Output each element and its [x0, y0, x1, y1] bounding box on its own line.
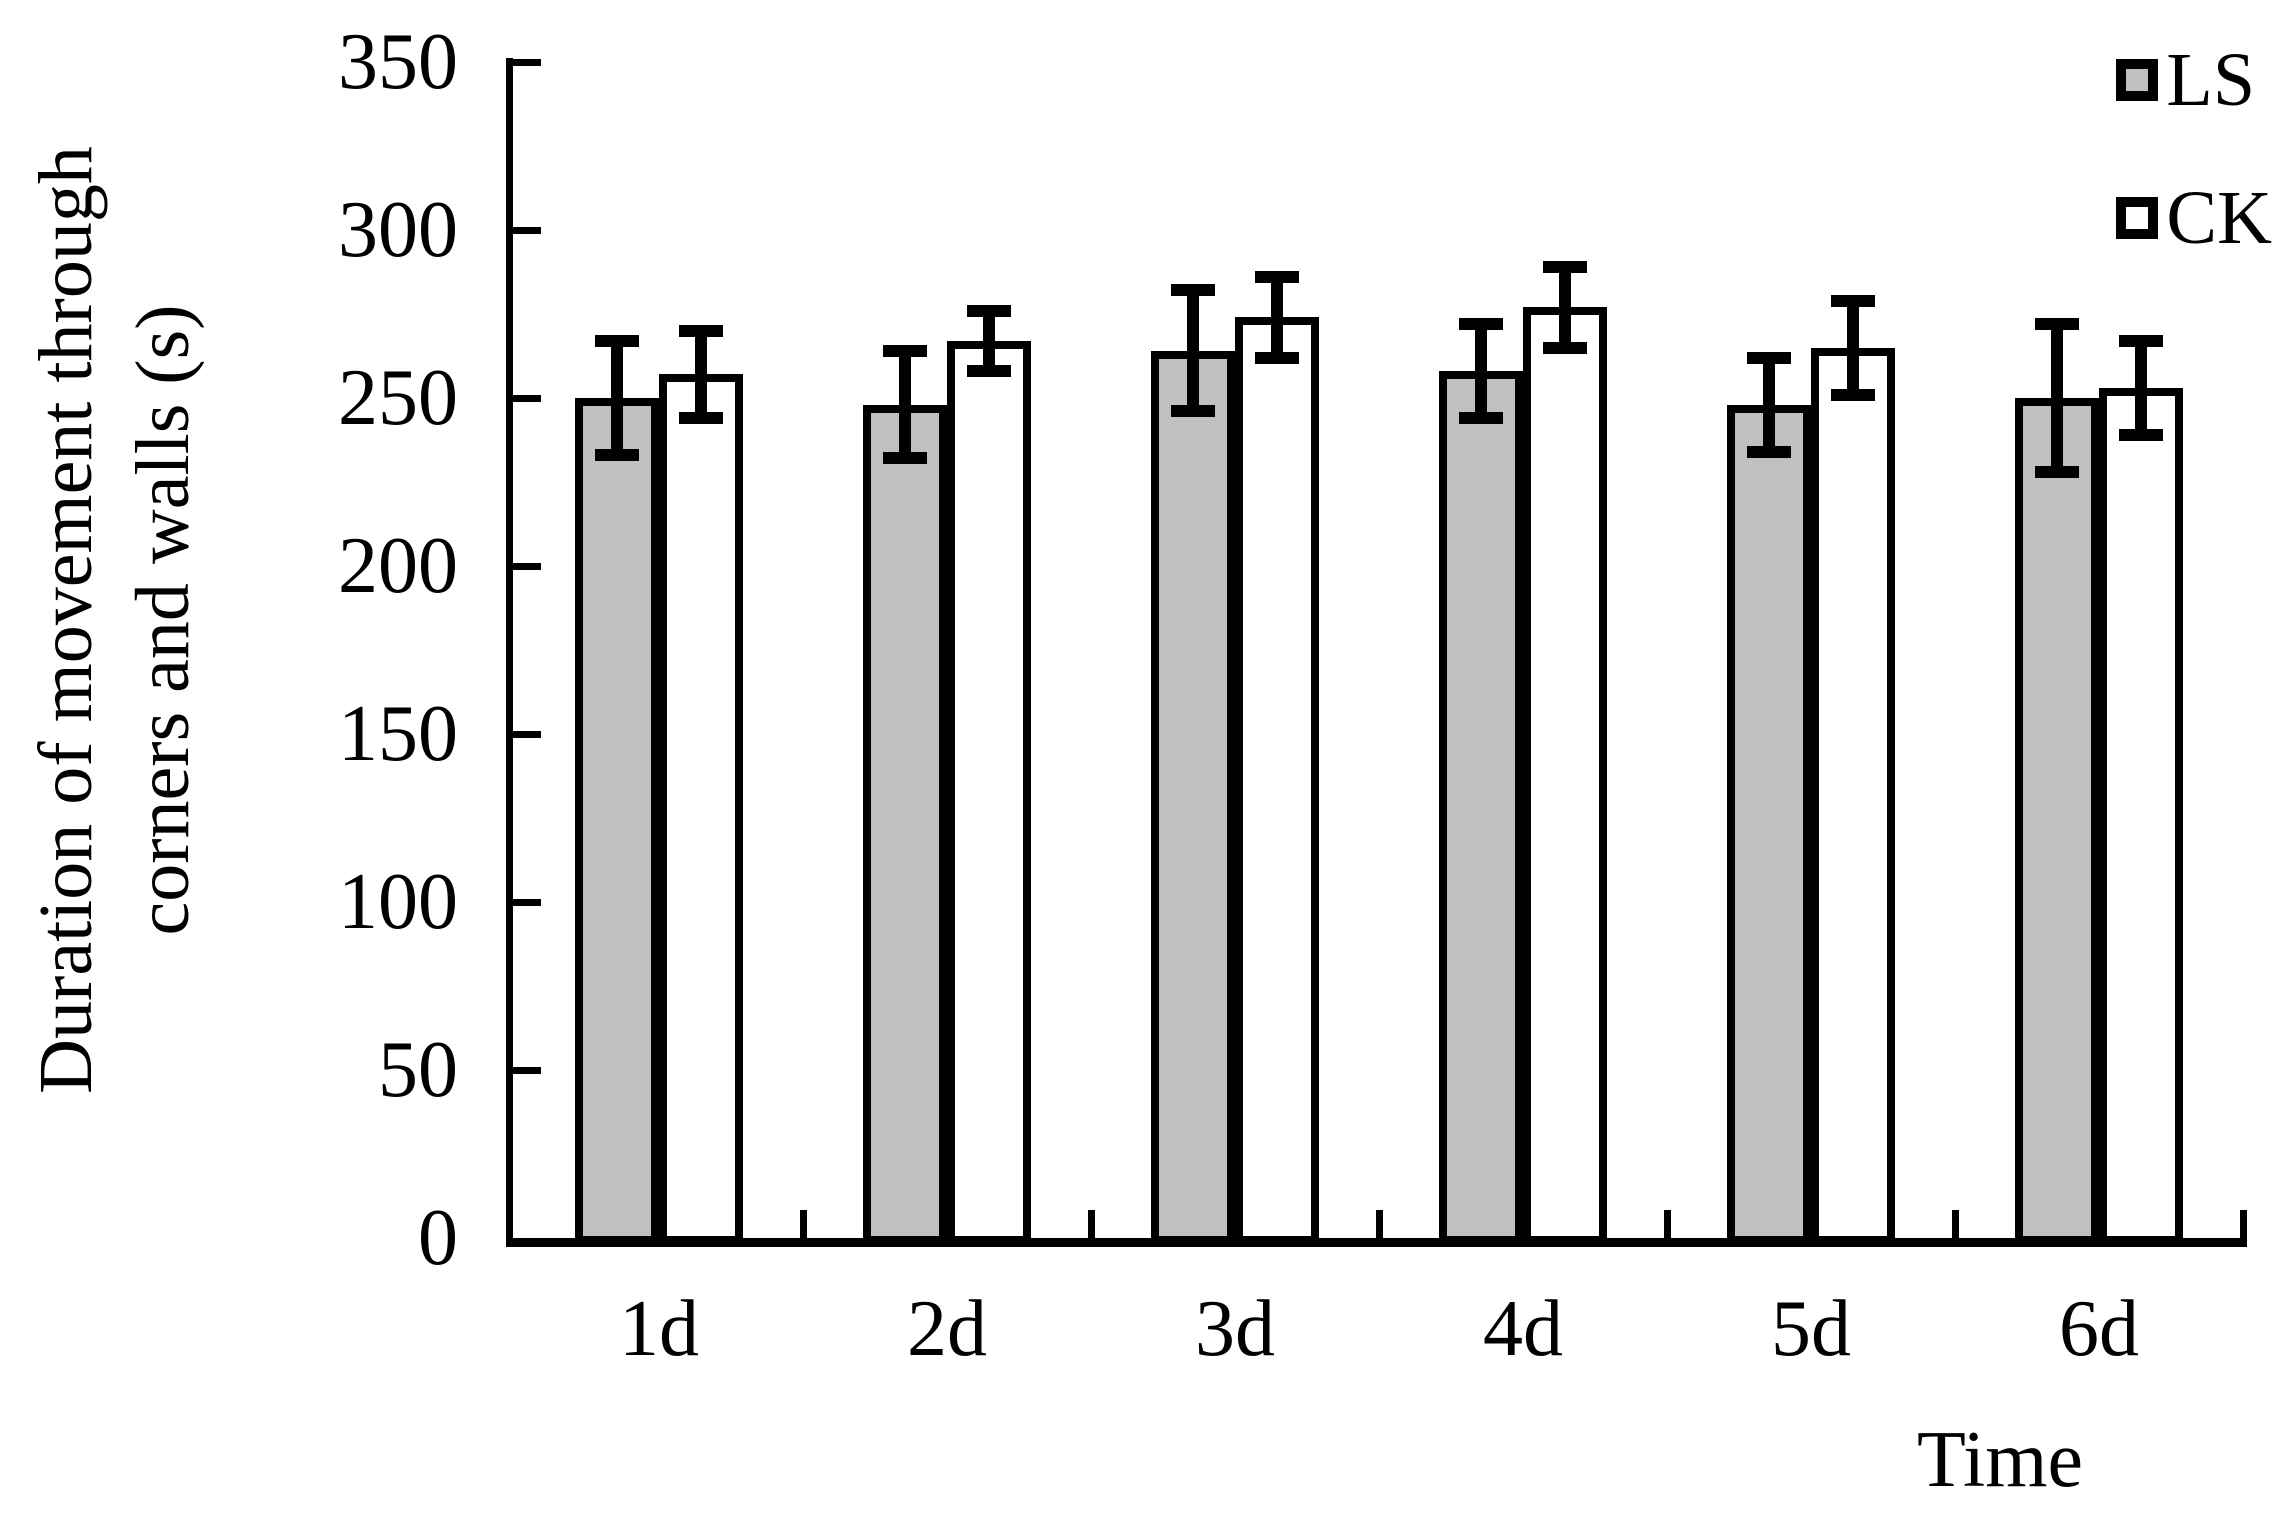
x-tick-5 — [1951, 1210, 1959, 1238]
error-bar-ck-2d-line — [983, 310, 995, 372]
y-tick-100 — [513, 898, 541, 906]
y-tick-label-350: 350 — [338, 18, 458, 106]
error-bar-ck-3d-cap-top — [1255, 271, 1299, 284]
error-bar-ck-5d-cap-top — [1831, 294, 1875, 307]
error-bar-ls-4d-cap-bottom — [1459, 412, 1503, 425]
error-bar-ls-5d-cap-top — [1747, 351, 1791, 364]
x-tick-label-3d: 3d — [1195, 1285, 1275, 1373]
y-tick-label-150: 150 — [338, 690, 458, 778]
error-bar-ck-6d-cap-top — [2119, 334, 2163, 347]
error-bar-ck-3d-cap-bottom — [1255, 351, 1299, 364]
error-bar-ls-3d-cap-bottom — [1171, 405, 1215, 418]
error-bar-ls-6d-cap-bottom — [2035, 465, 2079, 478]
error-bar-ck-4d-cap-bottom — [1543, 341, 1587, 354]
error-bar-ls-5d-line — [1763, 357, 1775, 452]
error-bar-ls-6d-line — [2051, 324, 2063, 472]
y-tick-label-250: 250 — [338, 354, 458, 442]
x-axis-line — [506, 1238, 2247, 1247]
x-axis-title: Time — [1916, 1416, 2084, 1504]
x-tick-label-1d: 1d — [619, 1285, 699, 1373]
legend-item-ls: LS — [2116, 36, 2255, 124]
x-tick-label-4d: 4d — [1483, 1285, 1563, 1373]
bar-ck-6d — [2099, 387, 2183, 1244]
bar-ls-5d — [1727, 404, 1811, 1244]
error-bar-ls-1d-line — [611, 340, 623, 456]
x-tick-label-2d: 2d — [907, 1285, 987, 1373]
error-bar-ls-1d-cap-top — [595, 334, 639, 347]
x-tick-2 — [1087, 1210, 1095, 1238]
error-bar-ck-4d-cap-top — [1543, 260, 1587, 273]
error-bar-ck-6d-line — [2135, 340, 2147, 435]
bar-ck-3d — [1235, 317, 1319, 1244]
x-tick-1 — [799, 1210, 807, 1238]
bar-ls-1d — [575, 398, 659, 1244]
y-tick-200 — [513, 562, 541, 570]
x-tick-6 — [2239, 1210, 2247, 1238]
bar-ls-2d — [863, 404, 947, 1244]
bar-ck-5d — [1811, 347, 1895, 1244]
y-tick-label-50: 50 — [378, 1026, 458, 1114]
error-bar-ck-5d-line — [1847, 300, 1859, 395]
y-tick-label-0: 0 — [418, 1194, 458, 1282]
legend-label-ck: CK — [2166, 176, 2272, 260]
error-bar-ck-3d-line — [1271, 277, 1283, 358]
bar-ls-3d — [1151, 350, 1235, 1244]
bar-ck-1d — [659, 374, 743, 1244]
error-bar-ck-2d-cap-bottom — [967, 365, 1011, 378]
x-tick-4 — [1663, 1210, 1671, 1238]
legend-swatch-ls-icon — [2116, 59, 2159, 101]
y-tick-label-200: 200 — [338, 522, 458, 610]
legend-item-ck: CK — [2116, 174, 2272, 262]
bar-ls-6d — [2015, 398, 2099, 1244]
bar-ck-2d — [947, 340, 1031, 1244]
legend-label-ls: LS — [2166, 38, 2256, 122]
error-bar-ls-4d-line — [1475, 324, 1487, 419]
x-tick-label-6d: 6d — [2059, 1285, 2139, 1373]
y-tick-150 — [513, 730, 541, 738]
bar-ck-4d — [1523, 307, 1607, 1244]
error-bar-ls-2d-cap-bottom — [883, 452, 927, 465]
error-bar-ls-1d-cap-bottom — [595, 449, 639, 462]
error-bar-ck-1d-cap-top — [679, 324, 723, 337]
error-bar-ls-2d-cap-top — [883, 344, 927, 357]
error-bar-ck-1d-cap-bottom — [679, 412, 723, 425]
y-tick-label-300: 300 — [338, 186, 458, 274]
y-tick-350 — [513, 58, 541, 66]
error-bar-ck-2d-cap-top — [967, 304, 1011, 317]
error-bar-ls-4d-cap-top — [1459, 318, 1503, 331]
legend: LS CK — [2116, 36, 2272, 262]
error-bar-ck-1d-line — [695, 330, 707, 419]
y-axis-line — [506, 58, 513, 1247]
bar-ls-4d — [1439, 371, 1523, 1244]
y-tick-250 — [513, 394, 541, 402]
error-bar-ls-3d-line — [1187, 290, 1199, 412]
error-bar-ck-6d-cap-bottom — [2119, 428, 2163, 441]
error-bar-ck-5d-cap-bottom — [1831, 388, 1875, 401]
y-tick-300 — [513, 226, 541, 234]
error-bar-ls-3d-cap-top — [1171, 284, 1215, 297]
legend-swatch-ck-icon — [2116, 197, 2159, 239]
x-tick-label-5d: 5d — [1771, 1285, 1851, 1373]
error-bar-ls-6d-cap-top — [2035, 318, 2079, 331]
y-tick-label-100: 100 — [338, 858, 458, 946]
error-bar-ls-5d-cap-bottom — [1747, 445, 1791, 458]
x-tick-3 — [1375, 1210, 1383, 1238]
error-bar-ck-4d-line — [1559, 266, 1571, 348]
error-bar-ls-2d-line — [899, 350, 911, 459]
y-tick-50 — [513, 1066, 541, 1074]
